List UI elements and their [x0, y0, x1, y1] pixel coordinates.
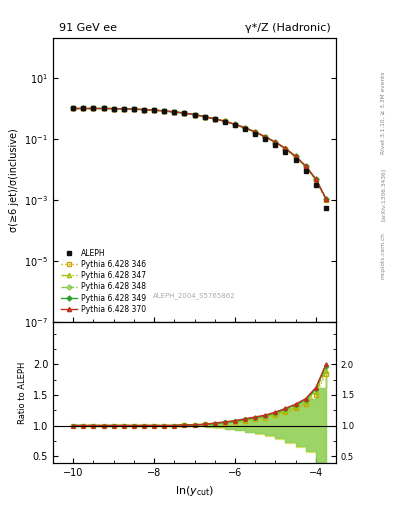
Text: γ*/Z (Hadronic): γ*/Z (Hadronic)	[244, 23, 331, 33]
Text: mcplots.cern.ch: mcplots.cern.ch	[381, 232, 386, 280]
Text: [arXiv:1306.3436]: [arXiv:1306.3436]	[381, 168, 386, 221]
Text: Rivet 3.1.10, ≥ 3.3M events: Rivet 3.1.10, ≥ 3.3M events	[381, 71, 386, 154]
Y-axis label: σ(≥6 jet)/σ(inclusive): σ(≥6 jet)/σ(inclusive)	[9, 128, 18, 232]
Legend: ALEPH, Pythia 6.428 346, Pythia 6.428 347, Pythia 6.428 348, Pythia 6.428 349, P: ALEPH, Pythia 6.428 346, Pythia 6.428 34…	[57, 245, 150, 318]
X-axis label: $\ln(y_\mathrm{cut})$: $\ln(y_\mathrm{cut})$	[175, 484, 214, 498]
Text: ALEPH_2004_S5765862: ALEPH_2004_S5765862	[153, 292, 236, 299]
Y-axis label: Ratio to ALEPH: Ratio to ALEPH	[18, 361, 27, 424]
Text: 91 GeV ee: 91 GeV ee	[59, 23, 117, 33]
